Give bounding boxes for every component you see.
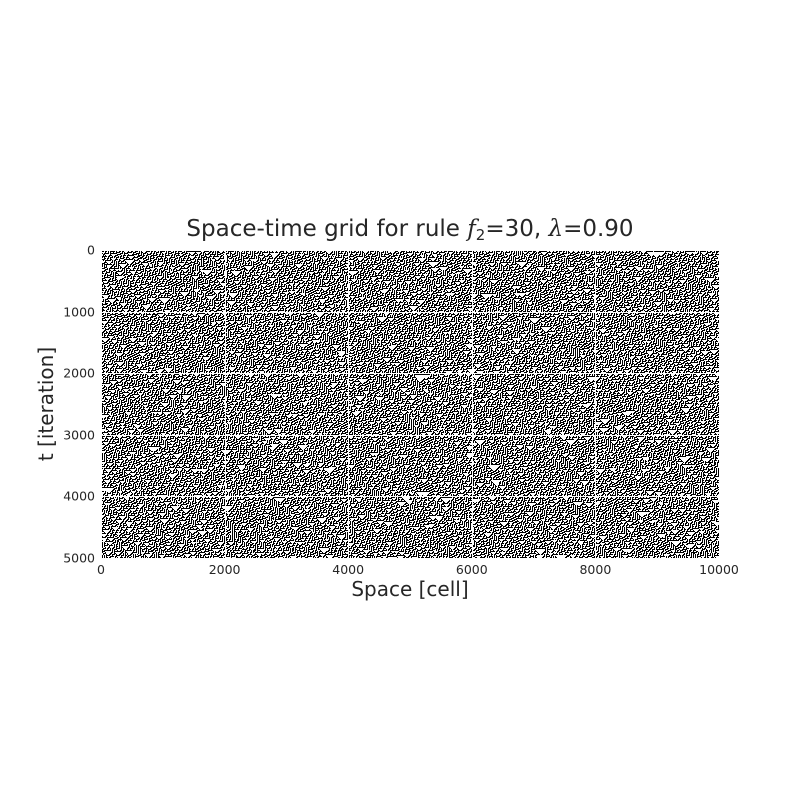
x-tick-label: 4000 [332, 562, 365, 577]
x-tick-label: 6000 [455, 562, 488, 577]
space-time-grid-image [101, 250, 719, 558]
y-tick-label: 3000 [63, 427, 95, 443]
y-axis-label: t [iteration] [34, 346, 58, 462]
x-tick-label: 8000 [579, 562, 612, 577]
x-axis-label: Space [cell] [351, 577, 469, 601]
x-tick-label: 10000 [699, 562, 739, 577]
x-tick-label: 0 [97, 562, 105, 577]
x-tick-label: 2000 [208, 562, 241, 577]
y-tick-label: 4000 [63, 488, 95, 504]
y-tick-label: 0 [87, 242, 95, 258]
y-tick-label: 5000 [63, 550, 95, 566]
y-tick-label: 1000 [63, 304, 95, 320]
chart-title: Space-time grid for rule f2=30, λ=0.90 [186, 216, 634, 244]
y-tick-label: 2000 [63, 365, 95, 381]
